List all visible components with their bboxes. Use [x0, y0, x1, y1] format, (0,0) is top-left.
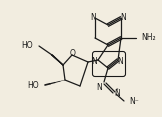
- Text: N⁻: N⁻: [129, 97, 139, 106]
- Text: N: N: [90, 13, 96, 22]
- Text: N: N: [120, 13, 126, 22]
- Text: N: N: [91, 57, 97, 66]
- Text: NH₂: NH₂: [141, 33, 156, 42]
- Text: *: *: [116, 88, 119, 93]
- Text: HO: HO: [27, 82, 39, 91]
- Text: N: N: [96, 83, 102, 92]
- Text: HO: HO: [21, 40, 33, 49]
- Text: O: O: [70, 49, 76, 58]
- Text: N: N: [114, 88, 120, 97]
- Text: N: N: [117, 57, 123, 66]
